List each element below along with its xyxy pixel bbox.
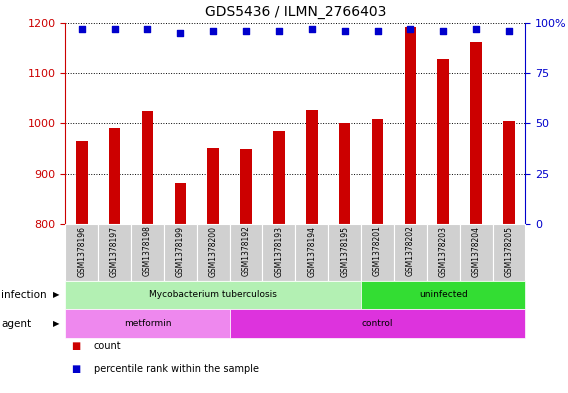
Text: ■: ■ xyxy=(71,364,80,375)
Text: Mycobacterium tuberculosis: Mycobacterium tuberculosis xyxy=(149,290,277,299)
Text: metformin: metformin xyxy=(124,319,171,328)
Text: GSM1378197: GSM1378197 xyxy=(110,226,119,277)
Bar xyxy=(339,123,350,224)
Text: control: control xyxy=(362,319,393,328)
Text: GSM1378204: GSM1378204 xyxy=(471,226,481,277)
Point xyxy=(307,26,316,32)
Bar xyxy=(109,129,120,224)
Text: GSM1378196: GSM1378196 xyxy=(77,226,86,277)
Text: GSM1378201: GSM1378201 xyxy=(373,226,382,276)
Text: infection: infection xyxy=(1,290,47,300)
Bar xyxy=(240,149,252,224)
Point xyxy=(176,30,185,36)
Bar xyxy=(372,119,383,224)
Point xyxy=(471,26,481,32)
Bar xyxy=(207,149,219,224)
Text: GSM1378192: GSM1378192 xyxy=(241,226,250,276)
Text: ■: ■ xyxy=(71,341,80,351)
Text: GSM1378193: GSM1378193 xyxy=(274,226,283,277)
Point xyxy=(438,28,448,34)
Bar xyxy=(273,131,285,224)
Bar xyxy=(470,42,482,224)
Text: GSM1378205: GSM1378205 xyxy=(504,226,513,277)
Bar xyxy=(142,111,153,224)
Bar xyxy=(306,110,318,224)
Text: GSM1378202: GSM1378202 xyxy=(406,226,415,276)
Point xyxy=(340,28,349,34)
Text: GSM1378195: GSM1378195 xyxy=(340,226,349,277)
Text: percentile rank within the sample: percentile rank within the sample xyxy=(94,364,258,375)
Text: ▶: ▶ xyxy=(53,290,60,299)
Text: agent: agent xyxy=(1,319,31,329)
Bar xyxy=(404,27,416,224)
Text: GSM1378203: GSM1378203 xyxy=(438,226,448,277)
Text: GSM1378200: GSM1378200 xyxy=(208,226,218,277)
Point xyxy=(241,28,250,34)
Text: count: count xyxy=(94,341,122,351)
Point xyxy=(208,28,218,34)
Point xyxy=(110,26,119,32)
Point xyxy=(373,28,382,34)
Point xyxy=(77,26,86,32)
Point xyxy=(504,28,513,34)
Bar xyxy=(76,141,87,224)
Text: GSM1378194: GSM1378194 xyxy=(307,226,316,277)
Bar xyxy=(174,182,186,224)
Point xyxy=(406,26,415,32)
Title: GDS5436 / ILMN_2766403: GDS5436 / ILMN_2766403 xyxy=(204,6,386,19)
Point xyxy=(143,26,152,32)
Text: GSM1378199: GSM1378199 xyxy=(176,226,185,277)
Bar xyxy=(437,59,449,224)
Text: GSM1378198: GSM1378198 xyxy=(143,226,152,276)
Point xyxy=(274,28,283,34)
Bar xyxy=(503,121,515,224)
Text: uninfected: uninfected xyxy=(419,290,467,299)
Text: ▶: ▶ xyxy=(53,319,60,328)
